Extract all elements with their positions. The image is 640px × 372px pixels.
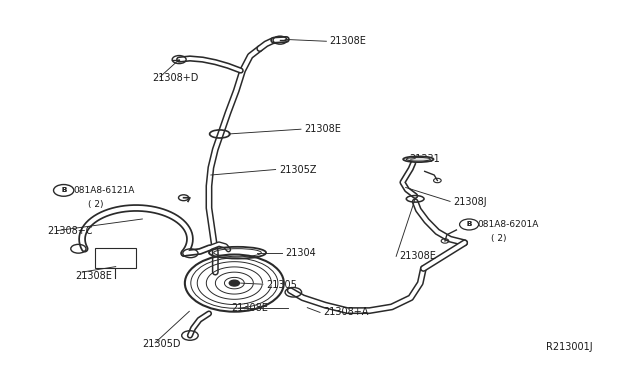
Text: 21308E: 21308E: [304, 124, 341, 134]
Text: B: B: [467, 221, 472, 227]
Text: R213001J: R213001J: [546, 342, 593, 352]
Text: 21305Z: 21305Z: [279, 164, 316, 174]
Text: B: B: [61, 187, 67, 193]
Text: 21308E: 21308E: [330, 36, 366, 46]
Text: 21308J: 21308J: [453, 198, 487, 208]
Text: 21304: 21304: [285, 248, 316, 258]
Text: 21308E: 21308E: [231, 303, 268, 312]
Text: 21331: 21331: [409, 154, 440, 164]
Text: B: B: [61, 187, 67, 193]
Text: 21308+A: 21308+A: [323, 307, 369, 317]
Ellipse shape: [403, 156, 433, 162]
Circle shape: [229, 280, 239, 286]
Text: ( 2): ( 2): [492, 234, 507, 243]
Text: B: B: [467, 221, 472, 227]
Text: 21305D: 21305D: [142, 339, 181, 349]
Text: 21305: 21305: [266, 280, 297, 290]
Text: 21308+D: 21308+D: [152, 73, 198, 83]
Text: ( 2): ( 2): [88, 200, 104, 209]
Text: 21308E: 21308E: [399, 251, 436, 262]
Text: 081A8-6201A: 081A8-6201A: [477, 220, 539, 229]
Bar: [95, 248, 136, 269]
Text: 081A8-6121A: 081A8-6121A: [74, 186, 135, 195]
Text: 21308+C: 21308+C: [47, 226, 93, 236]
Text: 21308E: 21308E: [76, 271, 113, 281]
